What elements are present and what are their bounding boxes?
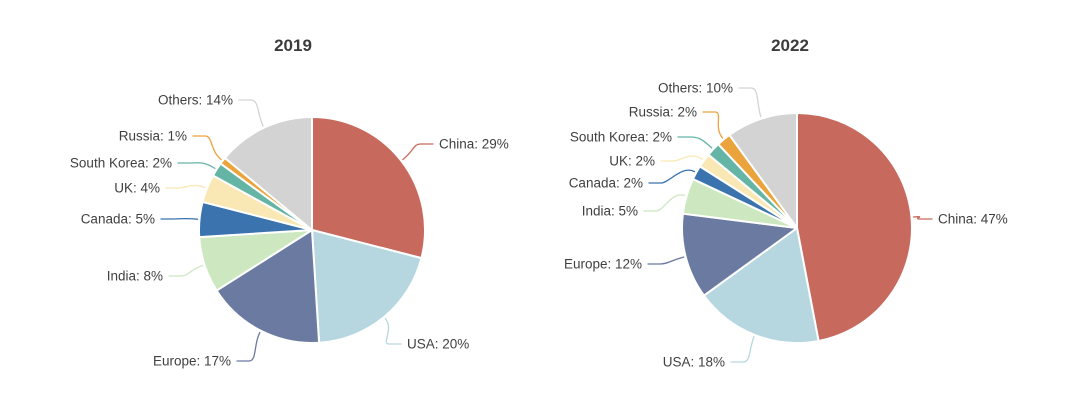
leader-line-2022-south-korea <box>677 136 713 149</box>
slice-label-2022-canada: Canada: 2% <box>569 176 643 191</box>
leader-line-2019-usa <box>384 317 402 345</box>
slice-label-2022-russia: Russia: 2% <box>629 105 697 120</box>
slice-label-2022-others: Others: 10% <box>658 81 733 96</box>
slice-label-2019-russia: Russia: 1% <box>119 129 187 144</box>
leader-line-2019-south-korea <box>177 162 216 170</box>
slice-label-2022-usa: USA: 18% <box>663 355 725 370</box>
slice-label-2022-uk: UK: 2% <box>609 154 655 169</box>
slice-label-2019-canada: Canada: 5% <box>81 212 155 227</box>
leader-line-2019-others <box>238 99 264 127</box>
pie-slice-2022-others[interactable] <box>728 112 798 229</box>
leader-line-2019-india <box>168 264 204 277</box>
leader-line-2022-china <box>912 216 933 220</box>
leader-line-2022-india <box>643 194 686 212</box>
pie-2019: China: 29% USA: 20% Europe: 17% India: 8% Ca… <box>70 93 509 369</box>
slice-label-2019-india: India: 8% <box>107 269 163 284</box>
slice-label-2019-usa: USA: 20% <box>407 337 469 352</box>
pie-slice-2022-usa[interactable] <box>702 227 820 344</box>
leader-line-2022-uk <box>660 155 703 162</box>
leader-line-2022-europe <box>647 256 685 265</box>
leader-line-2022-others <box>738 87 762 118</box>
leader-line-2019-china <box>402 143 434 161</box>
pie-slice-2022-china[interactable] <box>796 112 913 342</box>
leader-line-2019-canada <box>160 217 199 220</box>
slice-label-2022-india: India: 5% <box>582 204 638 219</box>
pie-slice-2019-europe[interactable] <box>215 229 321 344</box>
slice-label-2022-china: China: 47% <box>938 212 1008 227</box>
pie-slice-2019-others[interactable] <box>223 116 313 231</box>
leader-line-2022-usa <box>730 336 755 363</box>
pie-slice-2022-europe[interactable] <box>681 212 798 297</box>
leader-line-2019-europe <box>236 331 261 362</box>
slice-label-2022-europe: Europe: 12% <box>564 257 642 272</box>
chart-title-2022: 2022 <box>771 36 809 55</box>
pie-slice-2019-usa[interactable] <box>311 229 423 344</box>
pie-2022: China: 47% USA: 18% Europe: 12% India: 5% Ca… <box>564 81 1008 370</box>
slice-label-2019-europe: Europe: 17% <box>153 354 231 369</box>
leader-line-2022-canada <box>648 169 696 184</box>
slice-label-2022-south-korea: South Korea: 2% <box>570 130 672 145</box>
pie-slice-2019-china[interactable] <box>311 116 426 260</box>
slice-label-2019-others: Others: 14% <box>158 93 233 108</box>
leader-line-2019-uk <box>165 184 206 189</box>
slice-label-2019-south-korea: South Korea: 2% <box>70 156 172 171</box>
leader-line-2022-russia <box>702 111 724 139</box>
slice-label-2019-china: China: 29% <box>439 137 509 152</box>
slice-label-2019-uk: UK: 4% <box>114 181 160 196</box>
chart-title-2019: 2019 <box>274 36 312 55</box>
leader-line-2019-russia <box>192 135 222 161</box>
